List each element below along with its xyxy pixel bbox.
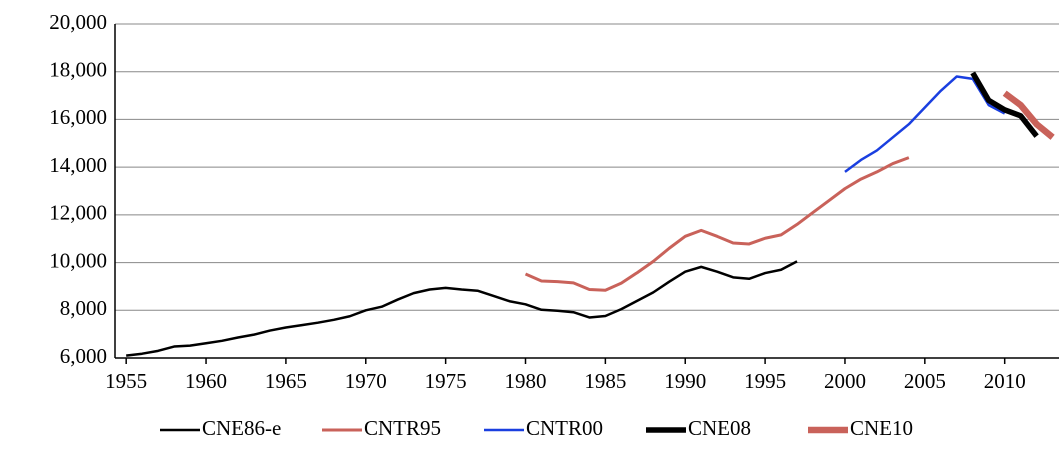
series-line — [1002, 90, 1055, 140]
x-tick-label: 1965 — [265, 369, 307, 393]
x-tick-label: 1970 — [345, 369, 387, 393]
y-tick-label: 14,000 — [49, 153, 107, 177]
x-tick-label: 1990 — [664, 369, 706, 393]
x-tick-label: 1955 — [105, 369, 147, 393]
y-tick-label: 16,000 — [49, 105, 107, 129]
y-tick-label: 8,000 — [60, 296, 107, 320]
x-tick-label: 2005 — [904, 369, 946, 393]
y-tick-label: 12,000 — [49, 201, 107, 225]
legend-label: CNE10 — [850, 416, 913, 440]
legend-label: CNTR00 — [526, 416, 603, 440]
series-line — [844, 75, 1006, 173]
x-tick-label: 2010 — [984, 369, 1026, 393]
legend-label: CNTR95 — [364, 416, 441, 440]
series-line — [970, 71, 1039, 138]
series-line — [524, 156, 910, 292]
x-tick-label: 1995 — [744, 369, 786, 393]
x-tick-label: 1985 — [584, 369, 626, 393]
y-tick-label: 10,000 — [49, 248, 107, 272]
y-tick-label: 18,000 — [49, 58, 107, 82]
y-tick-label: 20,000 — [49, 10, 107, 34]
x-tick-label: 2000 — [824, 369, 866, 393]
series-line — [126, 260, 798, 357]
x-tick-label: 1960 — [185, 369, 227, 393]
y-tick-label: 6,000 — [60, 344, 107, 368]
legend-label: CNE86-e — [202, 416, 281, 440]
x-tick-label: 1975 — [425, 369, 467, 393]
legend-label: CNE08 — [688, 416, 751, 440]
x-tick-label: 1980 — [505, 369, 547, 393]
